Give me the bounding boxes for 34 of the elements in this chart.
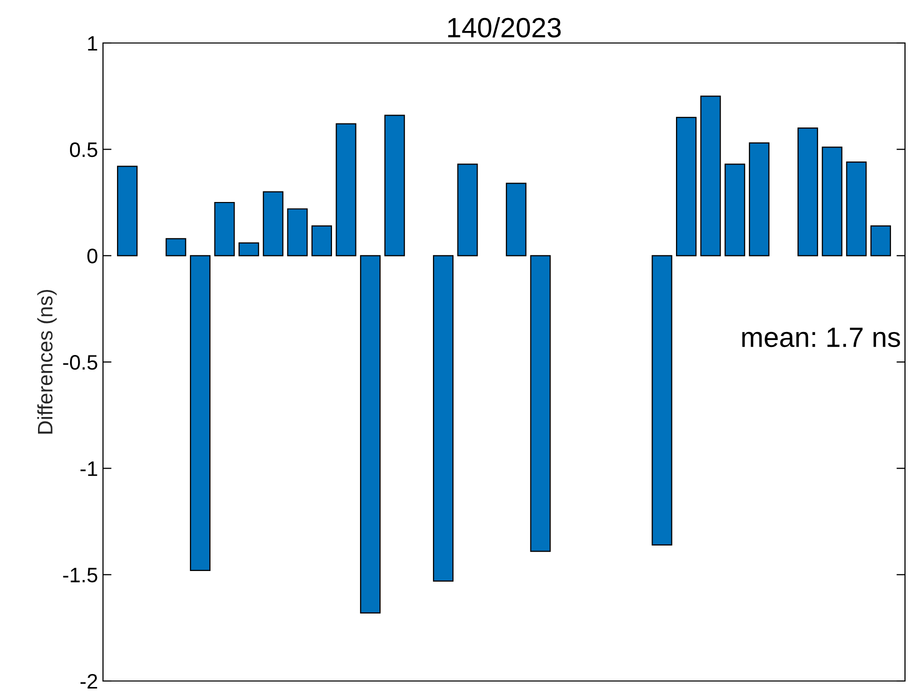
bar <box>676 116 697 256</box>
bar <box>311 225 332 256</box>
bar <box>870 225 891 256</box>
bar <box>117 166 138 256</box>
bar <box>336 123 356 256</box>
bar <box>748 142 770 256</box>
bar <box>530 255 551 552</box>
bar <box>214 202 235 256</box>
bar <box>166 238 186 256</box>
bar <box>432 255 454 582</box>
y-tick-label: -0.5 <box>63 355 98 370</box>
bar <box>262 191 284 256</box>
y-tick-label: -1 <box>80 462 98 476</box>
y-tick-label: 1 <box>88 36 98 51</box>
bar <box>798 128 818 256</box>
bar <box>238 242 260 256</box>
bar <box>190 255 210 571</box>
chart-title: 140/2023 <box>448 17 561 38</box>
y-axis-title: Differences (ns) <box>37 290 57 434</box>
bar <box>457 164 478 256</box>
bar <box>700 96 721 256</box>
bar <box>384 114 405 256</box>
bar <box>360 255 381 614</box>
annotation: mean: 1.7 ns <box>742 328 900 348</box>
y-tick-label: 0.5 <box>70 142 98 158</box>
bar <box>506 182 526 256</box>
y-tick-label: -2 <box>80 674 98 689</box>
bar <box>846 162 867 256</box>
bar <box>287 208 308 256</box>
bar <box>822 146 842 256</box>
y-tick-label: -1.5 <box>63 568 98 582</box>
bar <box>652 255 672 546</box>
y-tick-label: 0 <box>87 248 98 264</box>
bar <box>724 164 746 256</box>
